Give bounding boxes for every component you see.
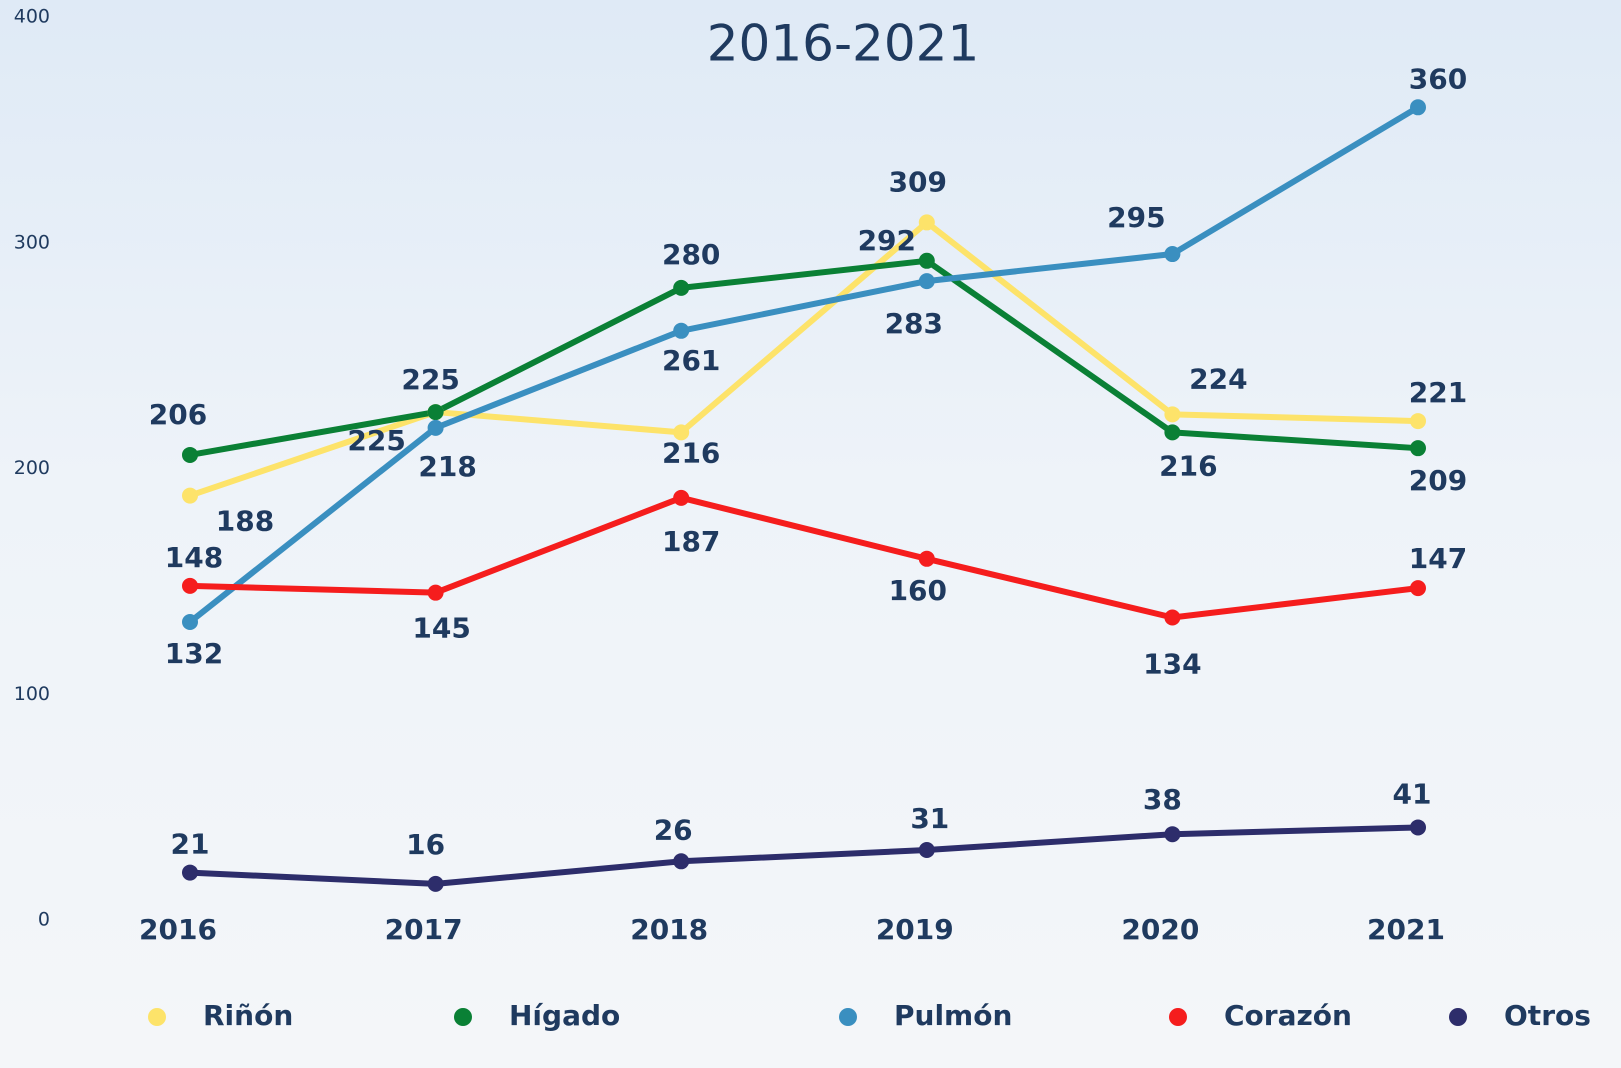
data-label: 295 (1107, 201, 1165, 234)
data-point (1164, 424, 1181, 441)
data-label: 280 (662, 238, 720, 271)
y-tick-label: 300 (14, 231, 50, 253)
data-label: 145 (412, 612, 470, 645)
y-tick-label: 400 (14, 6, 50, 28)
y-tick-label: 200 (14, 457, 50, 479)
legend-marker (148, 1008, 166, 1026)
x-tick-label: 2018 (630, 913, 708, 946)
data-point (918, 842, 935, 859)
data-point (182, 446, 198, 463)
legend-label: Pulmón (894, 999, 1012, 1032)
legend-marker (1449, 1008, 1467, 1026)
data-label: 261 (662, 344, 720, 377)
legend-label: Riñón (203, 999, 293, 1032)
data-point (427, 584, 444, 601)
y-tick-label: 100 (14, 683, 50, 705)
data-point (673, 853, 690, 870)
data-point (182, 487, 198, 504)
data-point (1410, 440, 1426, 457)
data-label: 360 (1409, 62, 1467, 95)
data-point (918, 273, 935, 290)
data-label: 31 (910, 802, 949, 835)
data-point (1164, 406, 1181, 423)
legend-marker (454, 1008, 472, 1026)
data-point (918, 214, 935, 231)
data-point (1164, 246, 1181, 263)
data-point (1410, 580, 1426, 597)
data-label: 21 (171, 828, 210, 861)
series-line (189, 257, 1419, 458)
data-label: 26 (654, 813, 693, 846)
x-tick-label: 2016 (139, 913, 217, 946)
legend-label: Otros (1504, 999, 1591, 1032)
data-point (1164, 826, 1181, 843)
data-label: 38 (1143, 783, 1182, 816)
series-line (188, 104, 1420, 625)
data-label: 292 (858, 224, 916, 257)
data-label: 283 (885, 307, 943, 340)
data-label: 148 (165, 541, 223, 574)
data-point (673, 322, 690, 339)
data-label: 224 (1189, 362, 1247, 395)
data-label: 216 (662, 436, 720, 469)
data-point (918, 550, 935, 567)
data-point (1410, 819, 1426, 836)
series-line (189, 824, 1419, 887)
data-label: 187 (662, 525, 720, 558)
data-point (182, 864, 198, 881)
data-label: 218 (418, 450, 476, 483)
x-tick-label: 2020 (1121, 913, 1199, 946)
data-point (673, 489, 690, 506)
data-label: 134 (1143, 647, 1201, 680)
legend-label: Hígado (509, 999, 620, 1032)
data-label: 221 (1409, 376, 1467, 409)
data-point (182, 577, 198, 594)
data-label: 188 (216, 505, 274, 538)
data-point (1410, 413, 1426, 430)
data-label: 225 (347, 424, 405, 457)
data-label: 132 (165, 637, 223, 670)
data-label: 216 (1159, 449, 1217, 482)
data-point (673, 424, 690, 441)
data-point (918, 252, 935, 269)
data-label: 209 (1409, 464, 1467, 497)
x-tick-label: 2019 (876, 913, 954, 946)
data-point (1410, 99, 1426, 116)
data-point (427, 875, 444, 892)
x-tick-label: 2021 (1367, 913, 1445, 946)
series-line (189, 219, 1419, 499)
data-label: 206 (149, 398, 207, 431)
data-label: 41 (1393, 777, 1432, 810)
legend-label: Corazón (1224, 999, 1352, 1032)
data-label: 160 (889, 574, 947, 607)
data-label: 147 (1409, 542, 1467, 575)
y-tick-label: 0 (38, 909, 50, 931)
chart-title: 2016-2021 (707, 15, 980, 73)
data-label: 16 (406, 828, 445, 861)
data-point (427, 419, 444, 436)
data-point (427, 404, 444, 421)
data-label: 309 (889, 165, 947, 198)
data-label: 225 (401, 363, 459, 396)
x-tick-label: 2017 (385, 913, 463, 946)
data-point (673, 279, 690, 296)
legend-marker (839, 1008, 857, 1026)
legend-marker (1169, 1008, 1187, 1026)
data-point (1164, 609, 1181, 626)
data-point (182, 614, 198, 631)
series-line (189, 494, 1419, 621)
